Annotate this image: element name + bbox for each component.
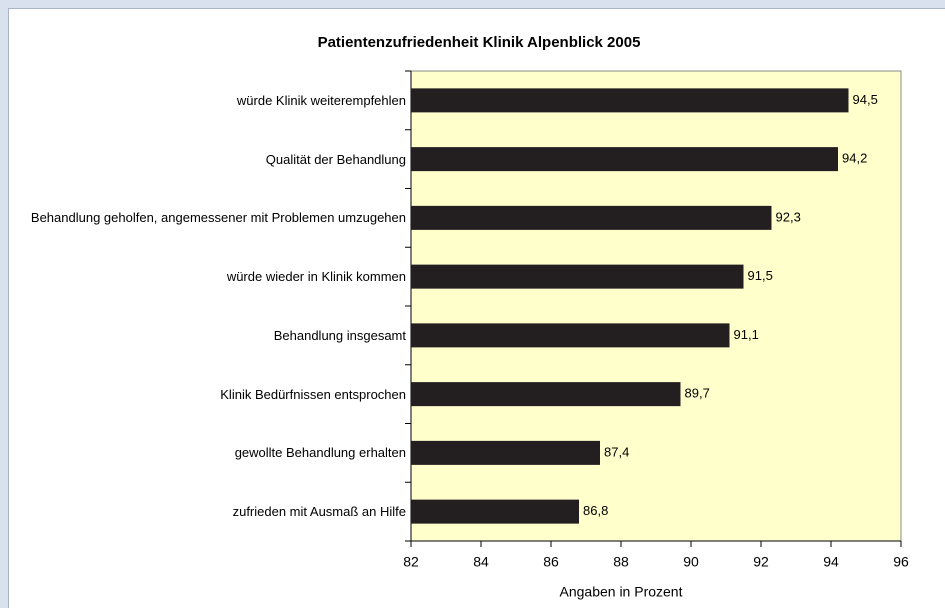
- x-tick-label: 90: [683, 554, 699, 570]
- category-label-box: Behandlung geholfen, angemessener mit Pr…: [6, 198, 406, 238]
- value-label: 89,7: [685, 386, 710, 401]
- value-label: 86,8: [583, 503, 608, 518]
- y-tick-label: würde wieder in Klinik kommen: [226, 269, 406, 285]
- category-label-box: würde wieder in Klinik kommen: [6, 257, 406, 297]
- bar: [411, 147, 838, 172]
- value-label: 87,4: [604, 444, 629, 459]
- chart-title: Patientenzufriedenheit Klinik Alpenblick…: [318, 34, 641, 51]
- y-tick-label: Behandlung insgesamt: [273, 327, 406, 343]
- category-label-box: zufrieden mit Ausmaß an Hilfe: [6, 492, 406, 532]
- x-tick-label: 92: [753, 554, 769, 570]
- y-tick-label: Behandlung geholfen, angemessener mit Pr…: [30, 210, 406, 226]
- bar: [411, 323, 730, 348]
- x-tick-label: 82: [403, 554, 419, 570]
- value-label: 91,5: [748, 268, 773, 283]
- plot-area: [410, 70, 902, 542]
- x-axis-label: Angaben in Prozent: [560, 584, 683, 600]
- bar: [411, 264, 744, 289]
- y-tick-label: Qualität der Behandlung: [265, 151, 406, 167]
- bar: [411, 440, 600, 465]
- y-tick-label: Klinik Bedürfnissen entsprochen: [220, 386, 406, 402]
- category-label-box: Klinik Bedürfnissen entsprochen: [6, 374, 406, 414]
- y-tick-label: zufrieden mit Ausmaß an Hilfe: [232, 504, 406, 520]
- y-tick-label: gewollte Behandlung erhalten: [234, 445, 406, 461]
- category-label-box: würde Klinik weiterempfehlen: [6, 80, 406, 120]
- x-tick-label: 84: [473, 554, 489, 570]
- bar: [411, 88, 849, 113]
- y-tick-label: würde Klinik weiterempfehlen: [236, 92, 406, 108]
- x-tick-label: 96: [893, 554, 909, 570]
- value-label: 94,2: [842, 151, 867, 166]
- value-label: 91,1: [734, 327, 759, 342]
- bar: [411, 499, 579, 524]
- x-tick-label: 88: [613, 554, 629, 570]
- bar: [411, 382, 681, 407]
- value-label: 94,5: [853, 92, 878, 107]
- category-label-box: gewollte Behandlung erhalten: [6, 433, 406, 473]
- x-tick-label: 86: [543, 554, 559, 570]
- chart: Patientenzufriedenheit Klinik Alpenblick…: [318, 34, 909, 600]
- category-label-box: Behandlung insgesamt: [6, 315, 406, 355]
- value-label: 92,3: [776, 209, 801, 224]
- bar: [411, 205, 772, 230]
- chart-panel: Patientenzufriedenheit Klinik Alpenblick…: [8, 8, 945, 608]
- x-tick-label: 94: [823, 554, 839, 570]
- category-label-box: Qualität der Behandlung: [6, 139, 406, 179]
